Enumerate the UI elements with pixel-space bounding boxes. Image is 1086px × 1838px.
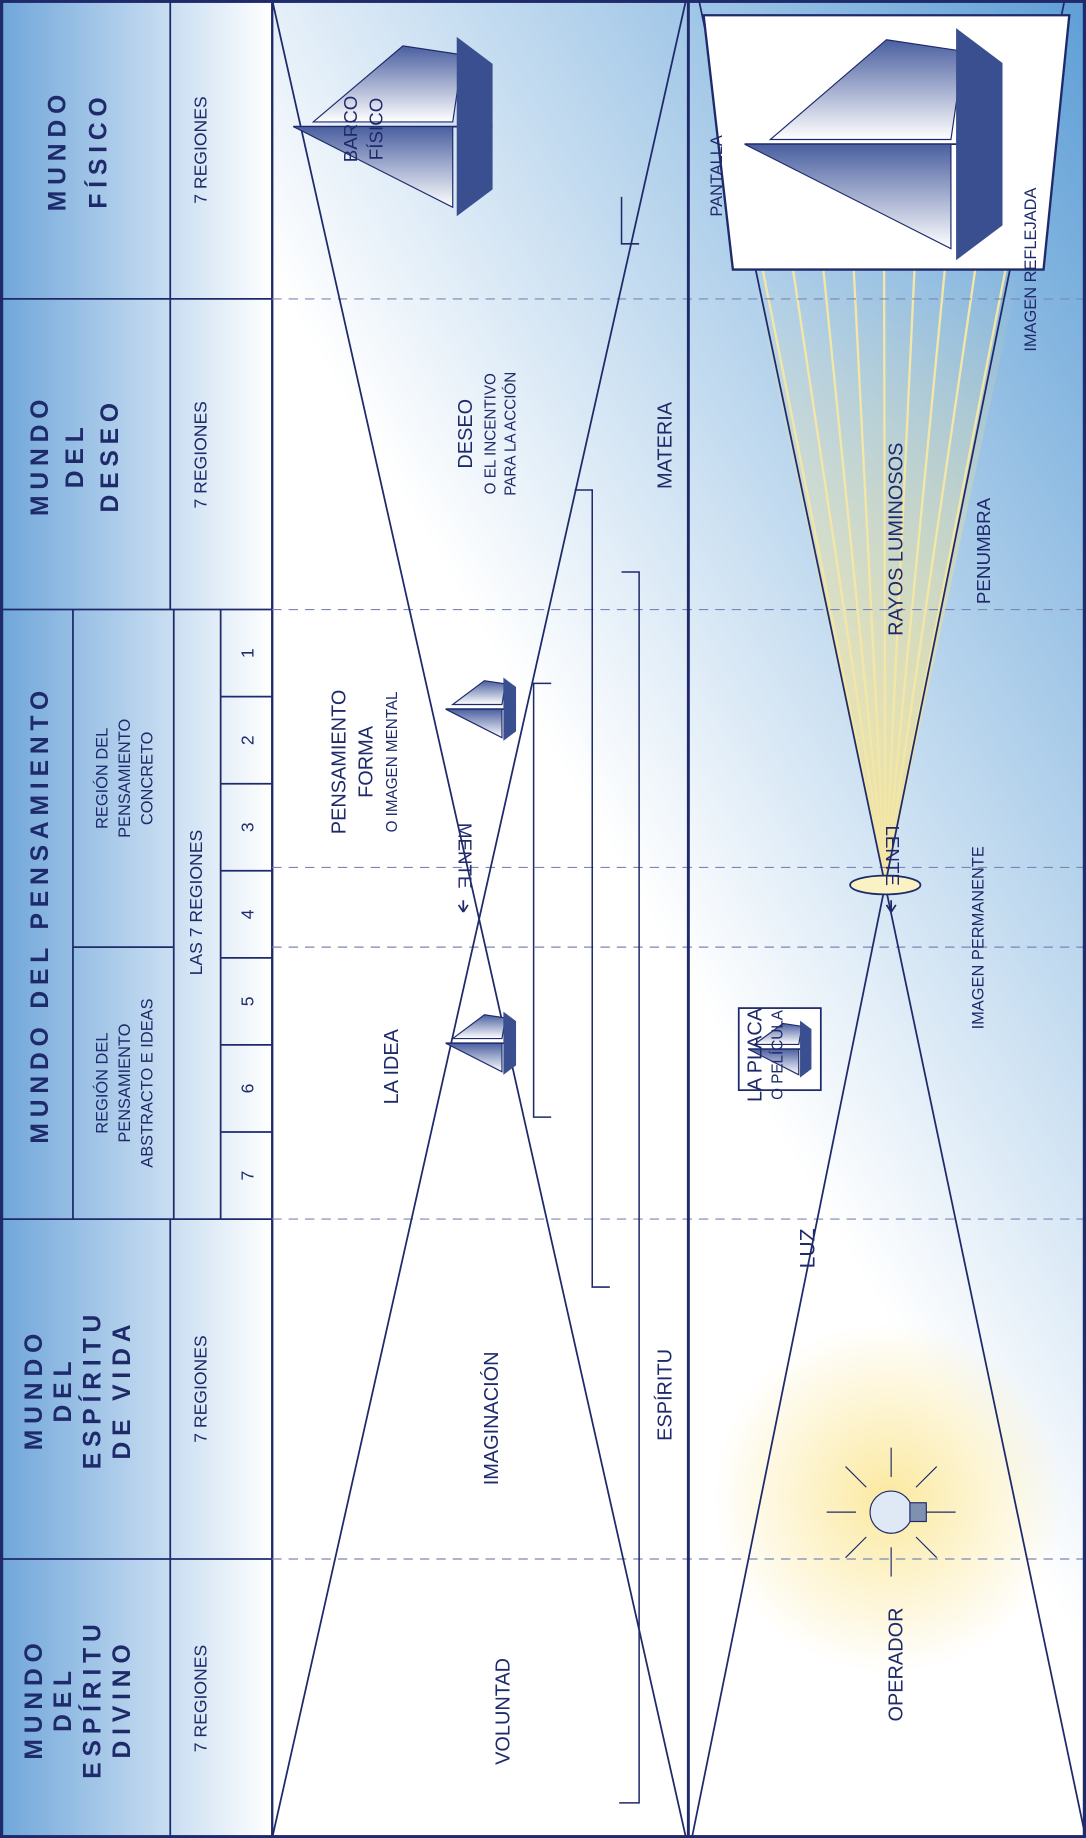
bulb-base (910, 1503, 926, 1522)
diagram: MUNDODELESPÍRITUDIVINO7 REGIONESMUNDODEL… (0, 0, 1086, 1838)
pensamiento-forma-label: FORMA (355, 725, 377, 798)
region-number: 2 (237, 735, 257, 745)
pensamiento-forma-label: PENSAMIENTO (328, 690, 350, 835)
column-title: MUNDO (21, 1637, 48, 1759)
mente-label: MENTE (454, 823, 475, 889)
pensamiento-forma-label: O IMAGEN MENTAL (384, 691, 401, 832)
landscape: MUNDODELESPÍRITUDIVINO7 REGIONESMUNDODEL… (0, 0, 1085, 1838)
deseo-label: DESEO (455, 399, 477, 469)
subregion-label: CONCRETO (138, 732, 156, 826)
deseo-label: PARA LA ACCIÓN (502, 372, 519, 496)
la-idea-label: LA IDEA (381, 1028, 403, 1104)
region-number: 1 (237, 648, 257, 658)
subregion-label: PENSAMIENTO (116, 1024, 134, 1143)
hull (503, 1012, 516, 1075)
barco-fisico-label: BARCO (340, 96, 361, 163)
hull (503, 678, 516, 741)
hull (956, 28, 1002, 260)
column-title: MUNDO (44, 89, 71, 211)
hull (457, 37, 493, 216)
regions-label: LAS 7 REGIONES (186, 830, 206, 976)
penumbra-label: PENUMBRA (973, 497, 994, 604)
column-title: DESEO (97, 397, 124, 512)
page: MUNDODELESPÍRITUDIVINO7 REGIONESMUNDODEL… (0, 0, 1086, 1838)
regions-label: 7 REGIONES (191, 1645, 211, 1752)
imagen-reflejada-label: IMAGEN REFLEJADA (1022, 188, 1040, 352)
column-title: MUNDO DEL PENSAMIENTO (27, 685, 54, 1144)
column-title: DE VIDA (109, 1319, 136, 1460)
bulb (870, 1491, 912, 1533)
materia-label: MATERIA (654, 401, 676, 489)
regions-label: 7 REGIONES (191, 1335, 211, 1442)
subregion-label: ABSTRACTO E IDEAS (138, 998, 156, 1167)
espiritu-label: ESPÍRITU (653, 1349, 676, 1441)
region-number: 6 (237, 1084, 257, 1094)
barco-fisico-label: FÍSICO (366, 98, 387, 161)
column-title: MUNDO (21, 1328, 48, 1450)
column-title: DEL (50, 1356, 77, 1423)
column-title: DEL (62, 421, 89, 488)
la-placa-label: O PELÍCULA (770, 1009, 787, 1100)
imagen-permanente-label: IMAGEN PERMANENTE (969, 846, 987, 1029)
imaginacion-label: IMAGINACIÓN (480, 1351, 503, 1485)
column-title: DEL (50, 1665, 77, 1732)
region-number: 7 (237, 1171, 257, 1181)
column-title: FÍSICO (84, 91, 112, 208)
hull (800, 1021, 811, 1078)
region-number: 5 (237, 996, 257, 1006)
deseo-label: O EL INCENTIVO (482, 373, 499, 494)
rayos-label: RAYOS LUMINOSOS (885, 443, 907, 636)
subregion-label: PENSAMIENTO (116, 719, 134, 838)
column-title: MUNDO (27, 394, 54, 516)
la-placa-label: LA PLACA (745, 1007, 767, 1102)
regions-label: 7 REGIONES (191, 96, 211, 203)
voluntad-label: VOLUNTAD (493, 1658, 515, 1765)
luz-label: LUZ (797, 1228, 820, 1268)
region-number: 4 (237, 909, 257, 919)
column-title: DIVINO (109, 1639, 136, 1759)
column-title: ESPÍRITU (79, 1618, 107, 1778)
regions-label: 7 REGIONES (191, 401, 211, 508)
region-number: 3 (237, 822, 257, 832)
lente-label: LENTE (882, 825, 903, 885)
column-title: ESPÍRITU (79, 1309, 107, 1469)
pantalla-label: PANTALLA (708, 135, 726, 217)
operador-label: OPERADOR (885, 1608, 907, 1722)
subregion-label: REGIÓN DEL (93, 1033, 112, 1134)
subregion-label: REGIÓN DEL (93, 728, 112, 829)
